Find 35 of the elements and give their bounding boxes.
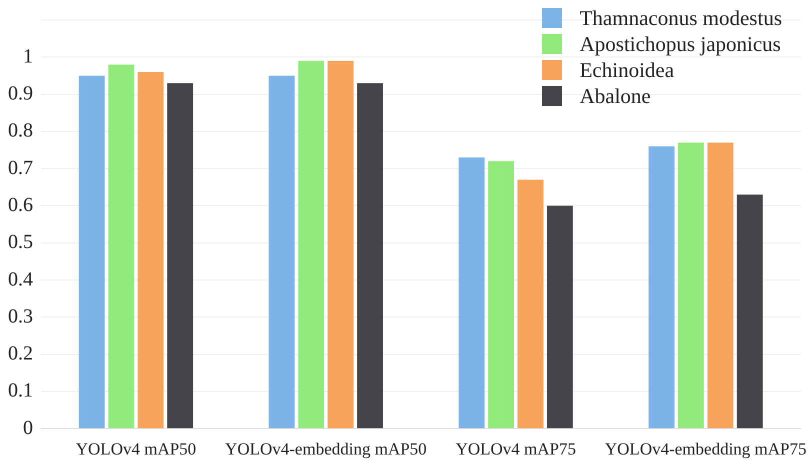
y-tick-label: 0.4 bbox=[8, 268, 33, 290]
bar bbox=[167, 83, 194, 428]
y-tick-label: 0 bbox=[23, 416, 33, 439]
bar bbox=[678, 142, 704, 428]
legend-label: Abalone bbox=[580, 84, 651, 108]
x-tick-label: YOLOv4-embedding mAP75 bbox=[604, 439, 807, 458]
y-tick-label: 1 bbox=[23, 45, 33, 68]
y-tick-label: 0.2 bbox=[8, 342, 33, 365]
y-tick-label: 0.8 bbox=[8, 120, 33, 142]
bar bbox=[268, 76, 295, 428]
bar bbox=[328, 60, 354, 428]
y-tick-label: 0.5 bbox=[8, 231, 33, 254]
x-tick-label: YOLOv4-embedding mAP50 bbox=[225, 439, 427, 458]
y-tick-label: 0.7 bbox=[8, 156, 33, 179]
bar bbox=[298, 60, 324, 428]
bar bbox=[108, 64, 134, 428]
bar bbox=[648, 146, 674, 428]
y-tick-label: 0.6 bbox=[8, 194, 33, 216]
bar bbox=[518, 180, 544, 428]
bar bbox=[357, 83, 383, 428]
x-tick-label: YOLOv4 mAP75 bbox=[456, 439, 576, 458]
bar bbox=[138, 72, 164, 428]
y-tick-label: 0.9 bbox=[8, 82, 33, 105]
bar bbox=[546, 206, 573, 428]
bar bbox=[736, 194, 763, 428]
bar bbox=[488, 161, 514, 428]
x-tick-label: YOLOv4 mAP50 bbox=[76, 439, 196, 458]
legend-label: Echinoidea bbox=[580, 58, 674, 82]
y-tick-label: 0.1 bbox=[8, 380, 33, 402]
bar bbox=[458, 157, 485, 428]
y-tick-label: 0.3 bbox=[8, 305, 33, 328]
bar bbox=[78, 76, 105, 428]
legend-label: Apostichopus japonicus bbox=[580, 32, 781, 56]
bar bbox=[707, 142, 734, 428]
legend-label: Thamnaconus modestus bbox=[580, 6, 782, 30]
